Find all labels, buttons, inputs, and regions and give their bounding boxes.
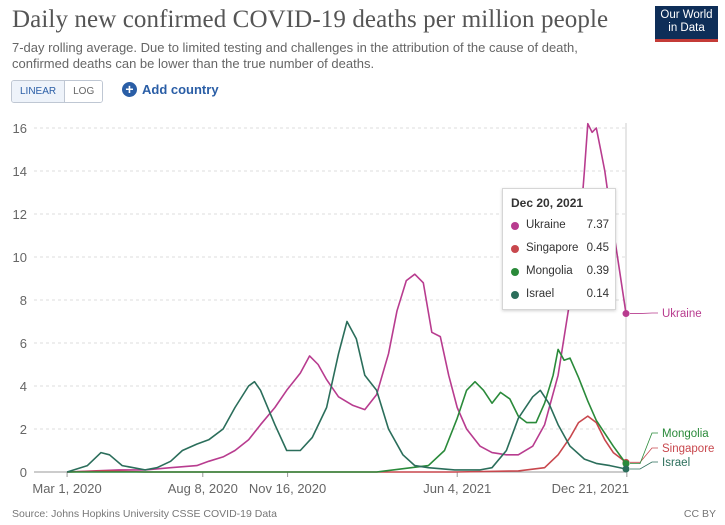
series-line-mongolia[interactable] (67, 348, 627, 473)
tooltip-row: Ukraine 7.37 (511, 218, 609, 234)
tooltip-series-name: Ukraine (526, 219, 566, 231)
add-country-button[interactable]: + Add country (122, 82, 219, 97)
y-tick-label: 16 (13, 121, 27, 136)
y-tick-label: 12 (13, 207, 27, 222)
tooltip-color-dot (511, 222, 519, 230)
series-end-label[interactable]: Ukraine (662, 308, 702, 320)
tooltip-row: Singapore 0.45 (511, 241, 609, 257)
log-scale-button[interactable]: LOG (65, 81, 103, 102)
series-line-israel[interactable] (66, 320, 627, 473)
label-connector (630, 461, 658, 470)
tooltip-color-dot (511, 268, 519, 276)
series-end-label[interactable]: Israel (662, 457, 690, 469)
series-line-ukraine[interactable] (67, 122, 627, 473)
source-note[interactable]: Source: Johns Hopkins University CSSE CO… (12, 508, 277, 520)
series-line-singapore[interactable] (67, 415, 627, 473)
tooltip-color-dot (511, 291, 519, 299)
x-tick-label: Jun 4, 2021 (423, 481, 491, 496)
y-tick-label: 10 (13, 250, 27, 265)
y-tick-label: 14 (13, 164, 27, 179)
series-end-label[interactable]: Singapore (662, 443, 714, 455)
y-tick-label: 6 (20, 336, 27, 351)
label-connector (630, 432, 658, 465)
license-link[interactable]: CC BY (683, 508, 716, 520)
tooltip-date: Dec 20, 2021 (511, 196, 584, 210)
logo-line-1: Our World (660, 9, 713, 21)
y-tick-label: 4 (20, 379, 27, 394)
y-tick-label: 0 (20, 465, 27, 480)
tooltip-value: 7.37 (586, 219, 609, 231)
series-end-marker (622, 460, 630, 468)
tooltip-value: 0.39 (586, 265, 609, 277)
tooltip-color-dot (511, 245, 519, 253)
chart-title: Daily new confirmed COVID-19 deaths per … (12, 6, 609, 33)
x-tick-label: Aug 8, 2020 (168, 481, 238, 496)
tooltip-value: 0.14 (586, 288, 609, 300)
x-tick-label: Mar 1, 2020 (32, 481, 101, 496)
label-connector (630, 312, 658, 314)
add-country-label: Add country (142, 82, 219, 97)
logo-line-2: in Data (668, 22, 705, 34)
x-tick-label: Dec 21, 2021 (552, 481, 629, 496)
y-tick-label: 2 (20, 422, 27, 437)
tooltip-row: Israel 0.14 (511, 287, 609, 303)
tooltip-row: Mongolia 0.39 (511, 264, 609, 280)
tooltip-series-name: Mongolia (526, 265, 573, 277)
x-tick-label: Nov 16, 2020 (249, 481, 326, 496)
linear-scale-button[interactable]: LINEAR (12, 81, 66, 102)
scale-toggle[interactable]: LINEAR LOG (11, 80, 104, 103)
series-end-marker (622, 465, 630, 473)
chart-subtitle: 7-day rolling average. Due to limited te… (12, 40, 578, 71)
y-tick-label: 8 (20, 293, 27, 308)
plus-circle-icon: + (122, 82, 137, 97)
series-end-marker (622, 310, 630, 318)
tooltip-series-name: Israel (526, 288, 555, 300)
logo-accent-bar (655, 39, 718, 42)
label-connector (630, 447, 658, 463)
tooltip-value: 0.45 (586, 242, 609, 254)
series-end-label[interactable]: Mongolia (662, 428, 709, 440)
owid-logo[interactable]: Our World in Data (655, 6, 718, 42)
hover-tooltip: Dec 20, 2021 Ukraine 7.37 Singapore 0.45 Mon… (502, 188, 616, 310)
tooltip-series-name: Singapore (526, 242, 579, 254)
